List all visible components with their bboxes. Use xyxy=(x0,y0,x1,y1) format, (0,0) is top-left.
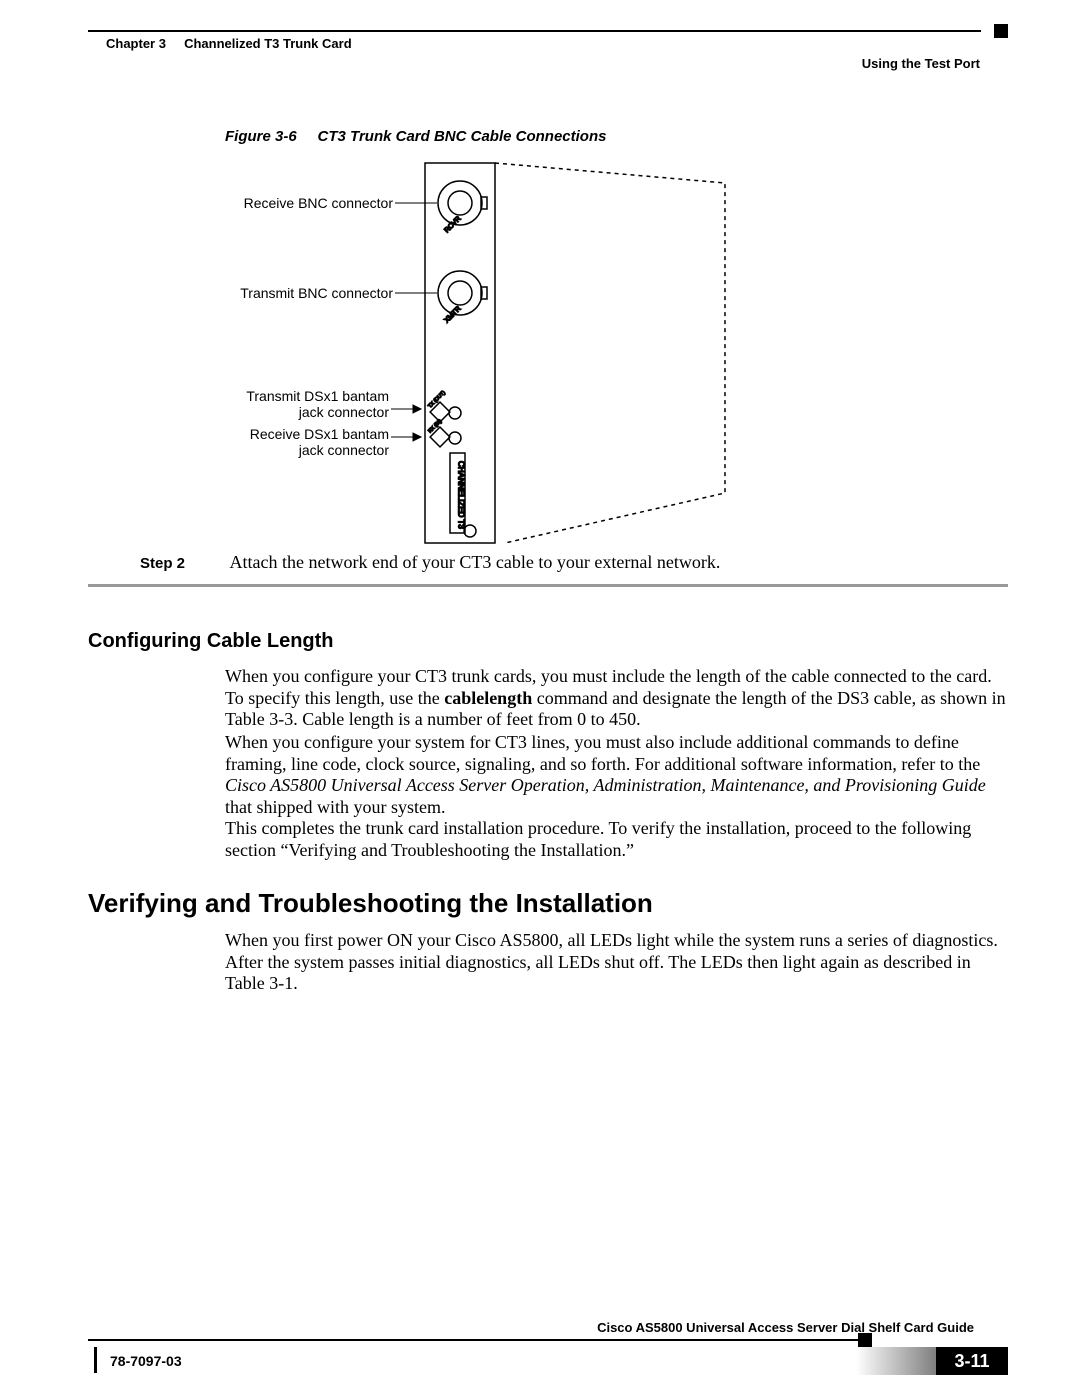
figure-title: CT3 Trunk Card BNC Cable Connections xyxy=(318,128,607,145)
footer-rule-line xyxy=(88,1339,858,1341)
header-rule-endcap xyxy=(994,24,1008,38)
page-number-gradient xyxy=(856,1347,936,1375)
footer-doc-number: 78-7097-03 xyxy=(110,1353,182,1369)
heading-verify: Verifying and Troubleshooting the Instal… xyxy=(88,888,653,919)
header-right: Using the Test Port xyxy=(862,56,980,71)
callout-rx-bnc: Receive BNC connector xyxy=(244,195,394,211)
chapter-number: Chapter 3 xyxy=(106,36,166,51)
callout-tx-bnc: Transmit BNC connector xyxy=(240,285,393,301)
chapter-title: Channelized T3 Trunk Card xyxy=(184,36,352,51)
figure-label: Figure 3-6 xyxy=(225,128,297,145)
page: Chapter 3 Channelized T3 Trunk Card Usin… xyxy=(0,0,1080,1397)
header-rule xyxy=(88,30,1008,32)
panel-label-vertical: CHANNELIZED T3 xyxy=(457,461,466,529)
figure-caption: Figure 3-6 CT3 Trunk Card BNC Cable Conn… xyxy=(225,128,945,145)
paragraph-1: When you configure your CT3 trunk cards,… xyxy=(225,666,1008,731)
footer-rule xyxy=(88,1339,1008,1341)
callout-rx-bantam-2: jack connector xyxy=(298,442,390,458)
footer-vertical-bar xyxy=(94,1347,97,1373)
heading-config-cable: Configuring Cable Length xyxy=(88,630,334,653)
page-number: 3-11 xyxy=(936,1347,1008,1375)
step-rule xyxy=(88,584,1008,587)
header-rule-line xyxy=(88,30,981,32)
para2-part2: that shipped with your system. xyxy=(225,797,445,817)
callout-rx-bantam-1: Receive DSx1 bantam xyxy=(250,426,389,442)
header-left: Chapter 3 Channelized T3 Trunk Card xyxy=(106,36,352,51)
para2-part1: When you configure your system for CT3 l… xyxy=(225,732,980,774)
paragraph-4: When you first power ON your Cisco AS580… xyxy=(225,930,1008,995)
para2-doc: Cisco AS5800 Universal Access Server Ope… xyxy=(225,775,986,795)
step-label: Step 2 xyxy=(140,555,225,572)
paragraph-2: When you configure your system for CT3 l… xyxy=(225,732,1008,818)
paragraph-3: This completes the trunk card installati… xyxy=(225,818,1008,861)
footer-rule-cap xyxy=(858,1333,872,1347)
callout-tx-bantam-2: jack connector xyxy=(298,404,390,420)
figure-diagram: RCVR XMTR TX (OUT) RX (IN) CHANNELIZED T… xyxy=(225,153,785,553)
callout-tx-bantam-1: Transmit DSx1 bantam xyxy=(246,388,389,404)
footer-book-title: Cisco AS5800 Universal Access Server Dia… xyxy=(597,1320,974,1335)
step-text: Attach the network end of your CT3 cable… xyxy=(230,552,721,572)
figure-3-6: Figure 3-6 CT3 Trunk Card BNC Cable Conn… xyxy=(225,128,945,553)
step-2-row: Step 2 Attach the network end of your CT… xyxy=(140,552,1008,573)
para1-cmd: cablelength xyxy=(444,688,532,708)
